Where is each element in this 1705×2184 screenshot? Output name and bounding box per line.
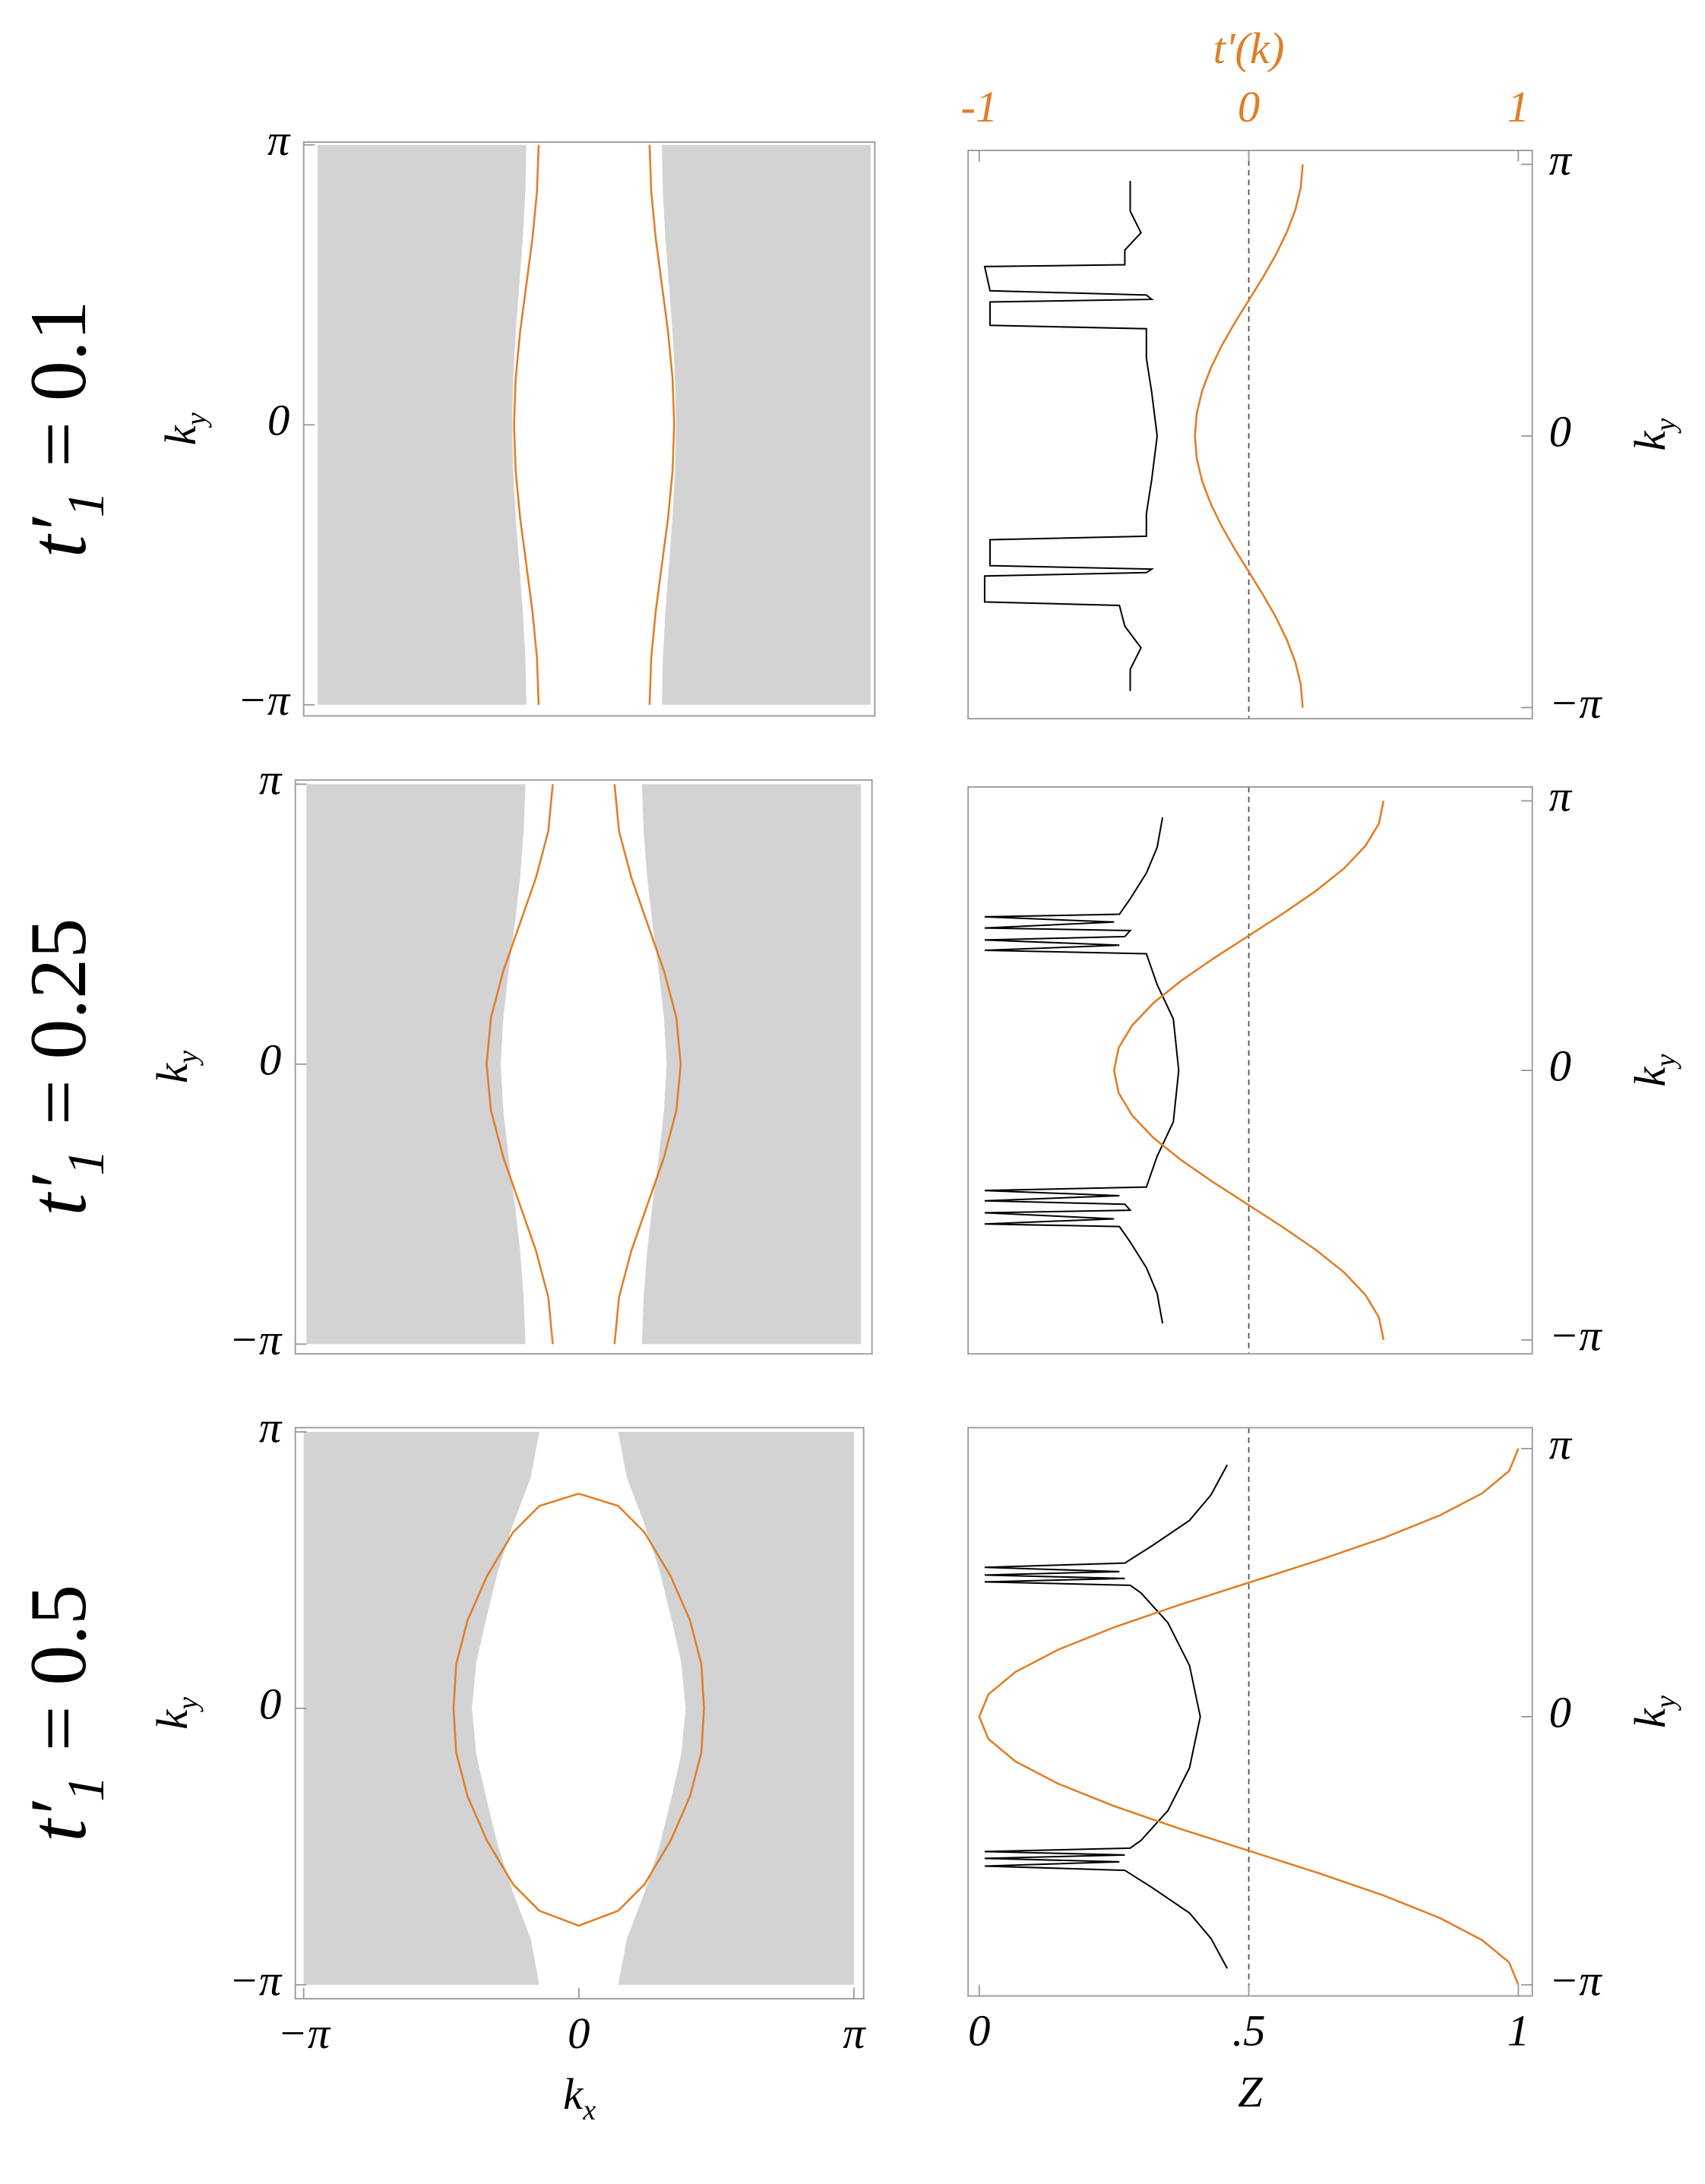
plot-frame: [967, 150, 1533, 720]
x2-tick-label: 0: [1238, 82, 1260, 131]
x-tick-label: .5: [1232, 2005, 1266, 2055]
y-axis-label: ky: [1625, 1696, 1681, 1728]
y-axis-label-part: k: [147, 1063, 197, 1083]
row-label: t′1 = 0.5: [14, 1585, 114, 1842]
y-axis-label-part: y: [1650, 419, 1681, 435]
x-tick-label: 0: [968, 2005, 990, 2055]
y-tick-label: 0: [259, 1035, 281, 1084]
plot-frame: [967, 1427, 1533, 1997]
hopping-curve: [1112, 801, 1385, 1341]
x-axis-label: kx: [563, 2070, 596, 2126]
y-tick-label: π: [1549, 135, 1573, 185]
x2-tick-label: 1: [1507, 82, 1529, 131]
row-label: t′1 = 0.25: [14, 918, 114, 1216]
row-label-part: 1: [56, 491, 115, 518]
y-tick-label: −π: [1549, 1310, 1603, 1360]
y-tick-label: −π: [229, 1955, 283, 2005]
row-label-part: 1: [56, 1775, 115, 1802]
y-tick-label: 0: [259, 1679, 281, 1728]
y-tick-label: 0: [1549, 1687, 1571, 1737]
row-label-part: t′: [14, 517, 103, 558]
gray-region: [662, 144, 871, 705]
fermi-curve: [486, 784, 554, 1345]
z-curve: [984, 817, 1180, 1324]
y-tick-label: π: [1549, 772, 1573, 821]
x-tick-label: 0: [568, 2009, 590, 2058]
y-axis-label: ky: [147, 1697, 204, 1730]
row-label-part: 1: [56, 1149, 115, 1176]
y-axis-label-part: y: [180, 412, 212, 428]
y-axis-label: ky: [1625, 1054, 1681, 1087]
y-tick-label: 0: [1549, 406, 1571, 456]
y-tick-label: −π: [237, 675, 291, 725]
x-axis-label-part: x: [582, 2094, 596, 2126]
y-axis-label: ky: [1625, 419, 1681, 451]
z-curve: [984, 1464, 1229, 1969]
y-tick-label: −π: [1549, 678, 1603, 728]
x-tick-label: 1: [1507, 2005, 1529, 2055]
gray-region: [618, 1431, 854, 1985]
y-tick-label: −π: [229, 1315, 283, 1364]
row-label-part: t′: [14, 1174, 103, 1216]
row-label-part: = 0.5: [14, 1585, 103, 1751]
y-axis-label-part: k: [156, 425, 205, 445]
y-axis-label-part: k: [1625, 1067, 1675, 1087]
row-label-part: = 0.1: [14, 300, 103, 466]
x-axis-label-part: k: [563, 2070, 584, 2119]
x2-axis-label: t'(k): [1213, 24, 1285, 73]
plot-frame: [294, 779, 873, 1355]
y-tick-label: π: [259, 755, 283, 804]
y-tick-label: π: [259, 1402, 283, 1452]
plot-frame: [302, 141, 876, 717]
x-tick-label: −π: [277, 2009, 331, 2058]
y-tick-label: 0: [1549, 1041, 1571, 1091]
y-tick-label: 0: [267, 396, 289, 445]
row-label: t′1 = 0.1: [14, 300, 114, 558]
y-axis-label: ky: [156, 412, 212, 445]
fermi-curve: [513, 144, 540, 705]
hopping-curve: [1194, 164, 1304, 708]
x2-tick-label: -1: [960, 82, 998, 131]
y-axis-label-part: k: [147, 1709, 197, 1730]
z-curve: [983, 181, 1158, 691]
gray-region: [306, 784, 526, 1345]
row-label-part: = 0.25: [14, 918, 103, 1126]
y-tick-label: π: [267, 115, 291, 165]
row-label-part: t′: [14, 1800, 103, 1842]
y-axis-label-part: k: [1625, 431, 1675, 451]
fermi-curve: [452, 1492, 705, 1927]
y-axis-label-part: y: [1650, 1696, 1681, 1711]
hopping-curve: [978, 1448, 1520, 1986]
gray-region: [318, 144, 527, 705]
y-axis-label: ky: [147, 1051, 204, 1083]
y-axis-label-part: k: [1625, 1708, 1675, 1728]
fermi-curve: [648, 144, 675, 705]
plot-frame: [967, 786, 1533, 1355]
gray-region: [641, 784, 861, 1345]
x-tick-label: π: [843, 2009, 866, 2058]
fermi-curve: [613, 784, 682, 1345]
y-axis-label-part: y: [172, 1697, 204, 1713]
gray-region: [303, 1431, 539, 1985]
y-axis-label-part: y: [1650, 1054, 1681, 1070]
y-tick-label: π: [1549, 1419, 1573, 1468]
y-tick-label: −π: [1549, 1955, 1603, 2005]
y-axis-label-part: y: [172, 1051, 204, 1067]
x-axis-label: Z: [1238, 2067, 1264, 2116]
